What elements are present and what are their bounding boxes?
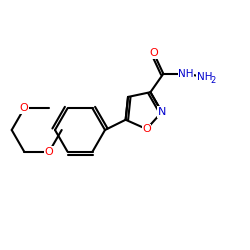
Text: O: O — [142, 124, 151, 134]
Text: O: O — [20, 103, 28, 113]
Text: O: O — [45, 147, 54, 157]
Text: N: N — [158, 107, 166, 117]
Text: NH: NH — [178, 69, 194, 79]
Text: O: O — [150, 48, 158, 58]
Text: 2: 2 — [210, 76, 215, 84]
Text: NH: NH — [197, 72, 212, 82]
